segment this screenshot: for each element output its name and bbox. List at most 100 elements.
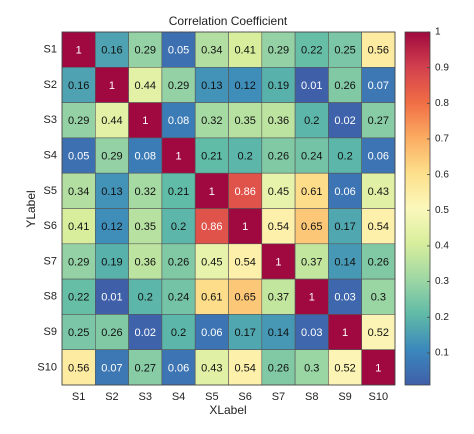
cell-label: 0.54 [268, 221, 289, 233]
heatmap-cell [128, 243, 163, 280]
heatmap-cell [294, 137, 329, 174]
heatmap-cell [95, 243, 129, 280]
heatmap-cell [194, 314, 229, 350]
heatmap-cell [161, 172, 196, 209]
y-axis-label: YLabel [24, 190, 38, 227]
cell-label: 0.08 [135, 150, 156, 162]
heatmap-cell [261, 278, 296, 315]
heatmap-cell [61, 102, 96, 139]
cell-label: 0.03 [301, 327, 322, 339]
cell-label: 0.06 [201, 327, 222, 339]
cell-label: 0.17 [334, 221, 355, 233]
cell-label: 0.44 [101, 115, 122, 127]
heatmap-cell [95, 349, 129, 386]
cell-label: 0.14 [334, 256, 355, 268]
cell-label: 0.45 [201, 256, 222, 268]
heatmap-cell [228, 208, 263, 245]
cell-label: 0.07 [368, 80, 389, 92]
y-tick-label: S1 [44, 44, 57, 56]
cell-label: 0.16 [68, 80, 89, 92]
cell-label: 0.56 [68, 362, 89, 374]
cell-label: 0.44 [135, 80, 156, 92]
cell-label: 0.26 [268, 150, 289, 162]
cell-label: 0.2 [304, 115, 319, 127]
cell-label: 0.86 [201, 221, 222, 233]
cell-label: 0.41 [234, 45, 255, 57]
cell-label: 0.29 [101, 150, 122, 162]
cell-label: 1 [342, 327, 348, 339]
cell-label: 0.52 [368, 327, 389, 339]
cell-label: 0.2 [238, 150, 253, 162]
colorbar-tick-label: 0.6 [435, 169, 449, 180]
cell-label: 0.65 [301, 221, 322, 233]
y-tick-label: S5 [44, 185, 57, 197]
cell-label: 0.37 [268, 292, 289, 304]
cell-label: 0.19 [268, 80, 289, 92]
cell-label: 0.3 [304, 362, 319, 374]
heatmap-cell [228, 349, 263, 386]
y-tick-label: S7 [44, 255, 57, 267]
x-tick-label: S8 [305, 391, 318, 403]
cell-label: 0.24 [301, 150, 322, 162]
heatmap-cell [161, 102, 196, 139]
cell-label: 0.26 [334, 80, 355, 92]
cell-label: 1 [275, 256, 281, 268]
heatmap-cell [294, 31, 329, 68]
heatmap-cell [161, 349, 196, 386]
cell-label: 0.26 [368, 256, 389, 268]
heatmap-cell [128, 31, 163, 68]
chart-title: Correlation Coefficient [169, 14, 288, 28]
cell-label: 1 [242, 221, 248, 233]
heatmap-cell [194, 67, 229, 103]
cell-label: 0.24 [168, 292, 189, 304]
heatmap-cell [128, 349, 163, 386]
cell-label: 0.13 [201, 80, 222, 92]
heatmap-cell [228, 102, 263, 139]
y-tick-label: S4 [44, 149, 57, 161]
cell-label: 0.54 [234, 362, 255, 374]
cell-label: 0.43 [201, 362, 222, 374]
cell-label: 0.29 [68, 256, 89, 268]
heatmap-cell [61, 31, 96, 68]
heatmap-cell [128, 278, 163, 315]
cell-label: 0.41 [68, 221, 89, 233]
colorbar-tick-label: 1 [435, 27, 441, 38]
heatmap-cell [95, 314, 129, 350]
heatmap-cell [361, 278, 396, 315]
cell-label: 0.32 [135, 186, 156, 198]
colorbar [404, 31, 431, 386]
heatmap-cell [228, 172, 263, 209]
heatmap-cell [161, 208, 196, 245]
heatmap-cell [361, 208, 396, 245]
cell-label: 0.86 [234, 186, 255, 198]
cell-label: 0.54 [368, 221, 389, 233]
cell-label: 0.25 [334, 45, 355, 57]
cell-label: 0.32 [201, 115, 222, 127]
cell-label: 0.34 [68, 186, 89, 198]
cell-label: 1 [76, 45, 82, 57]
cell-label: 1 [142, 115, 148, 127]
heatmap-cell [61, 208, 96, 245]
x-tick-label: S6 [238, 391, 251, 403]
heatmap-cell [61, 172, 96, 209]
x-tick-label: S7 [272, 391, 285, 403]
x-axis-label: XLabel [209, 403, 246, 417]
cell-label: 0.05 [68, 150, 89, 162]
heatmap-cell [95, 278, 129, 315]
cell-label: 0.2 [171, 327, 186, 339]
heatmap-cell [161, 67, 196, 103]
heatmap-cell [95, 208, 129, 245]
cell-label: 0.3 [371, 292, 386, 304]
cell-label: 1 [175, 150, 181, 162]
heatmap-cell [128, 102, 163, 139]
cell-label: 0.61 [301, 186, 322, 198]
heatmap-cell [328, 67, 362, 103]
heatmap-cell [194, 172, 229, 209]
cell-label: 0.05 [168, 45, 189, 57]
cell-label: 0.14 [268, 327, 289, 339]
heatmap-cell [328, 31, 362, 68]
cell-label: 0.13 [101, 186, 122, 198]
y-tick-label: S2 [44, 79, 57, 91]
cell-label: 0.37 [301, 256, 322, 268]
cell-label: 0.26 [168, 256, 189, 268]
